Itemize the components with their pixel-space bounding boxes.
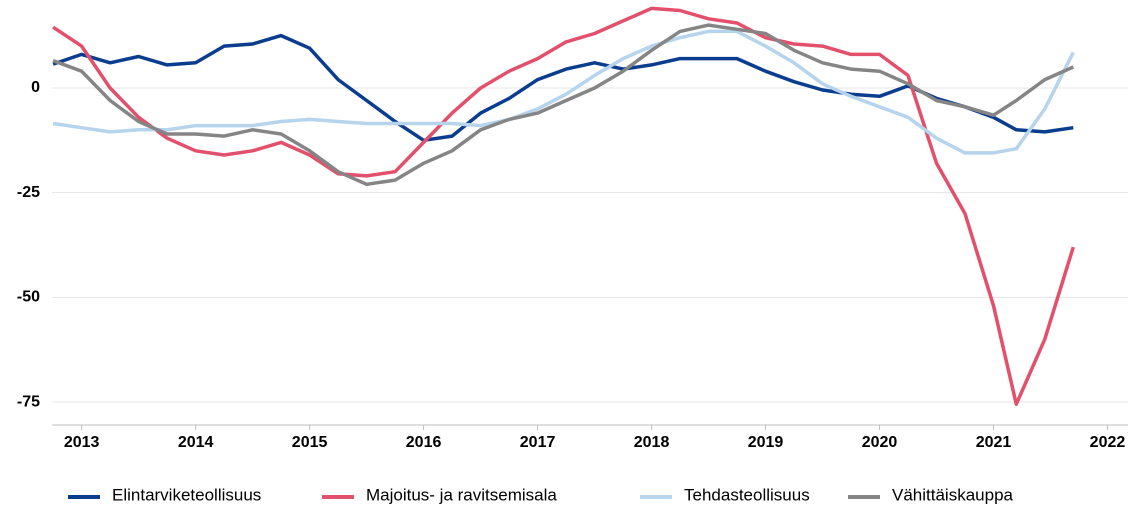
legend-label: Elintarviketeollisuus	[112, 485, 261, 504]
y-tick-label: -25	[17, 184, 40, 201]
x-tick-label: 2017	[520, 434, 556, 451]
legend-label: Majoitus- ja ravitsemisala	[366, 485, 557, 504]
x-tick-label: 2018	[634, 434, 670, 451]
series-line	[52, 29, 1075, 155]
x-tick-label: 2022	[1090, 434, 1126, 451]
x-tick-label: 2020	[862, 434, 898, 451]
series-line	[52, 23, 1075, 187]
x-tick-label: 2016	[406, 434, 442, 451]
x-tick-label: 2015	[292, 434, 328, 451]
x-tick-label: 2019	[748, 434, 784, 451]
series-line	[52, 33, 1074, 143]
legend-label: Tehdasteollisuus	[684, 485, 810, 504]
x-tick-label: 2013	[64, 434, 100, 451]
y-tick-label: -75	[17, 393, 40, 410]
y-tick-label: 0	[31, 79, 40, 96]
series-line	[52, 6, 1075, 406]
x-tick-label: 2014	[178, 434, 214, 451]
x-tick-label: 2021	[976, 434, 1012, 451]
y-tick-label: -50	[17, 289, 40, 306]
legend-label: Vähittäiskauppa	[892, 485, 1014, 504]
